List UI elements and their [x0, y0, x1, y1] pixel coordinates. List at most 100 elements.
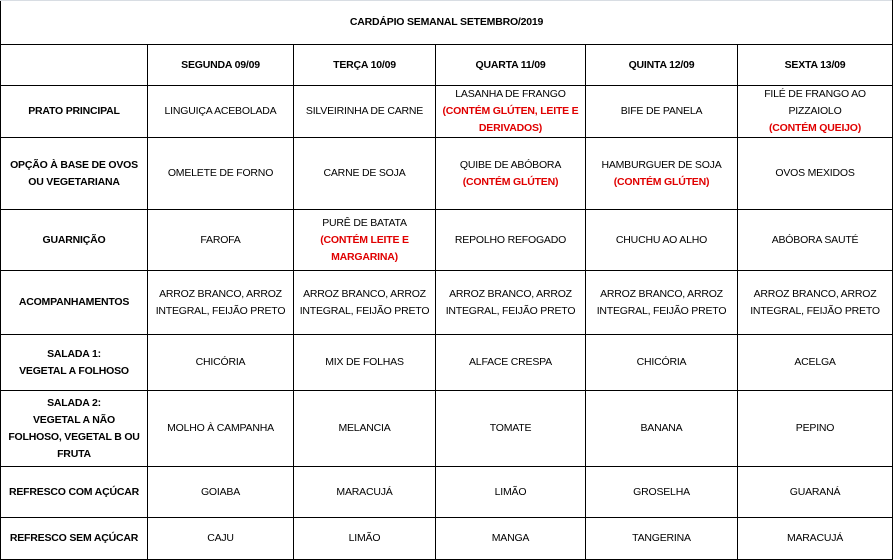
dish-text: GROSELHA — [633, 485, 690, 498]
row-label: SALADA 2: VEGETAL A NÃO FOLHOSO, VEGETAL B… — [0, 390, 148, 467]
row-label-line: VEGETAL A NÃO — [33, 413, 115, 426]
menu-cell: PURÊ DE BATATA (CONTÉM LEITE E MARGARINA) — [293, 209, 436, 271]
row-label-line: SALADA 2: — [47, 396, 101, 409]
menu-cell: GUARANÁ — [736, 466, 893, 518]
dish-text: LIMÃO — [494, 485, 527, 498]
menu-cell: CHICÓRIA — [147, 334, 294, 391]
dish-text: GUARANÁ — [789, 485, 841, 498]
menu-cell: GOIABA — [147, 466, 294, 518]
dish-text: CHUCHU AO ALHO — [615, 233, 708, 246]
dish-text: LIMÃO — [348, 532, 381, 544]
menu-cell: PEPINO — [736, 390, 893, 467]
menu-cell: MANGA — [435, 517, 586, 560]
dish-text: ARROZ BRANCO, ARROZ — [159, 287, 282, 300]
allergen-note: DERIVADOS) — [478, 122, 543, 134]
dish-text: INTEGRAL, FEIJÃO PRETO — [299, 304, 430, 317]
menu-row: ACOMPANHAMENTOS ARROZ BRANCO, ARROZ INTEGR… — [0, 270, 893, 335]
menu-cell: MARACUJÁ — [293, 466, 436, 518]
day-header-row: SEGUNDA 09/09 TERÇA 10/09 QUARTA 11/09 QUIN… — [0, 44, 893, 86]
dish-text: MELANCIA — [338, 422, 391, 434]
day-header: SEXTA 13/09 — [736, 44, 893, 86]
menu-cell: ARROZ BRANCO, ARROZ INTEGRAL, FEIJÃO PRET… — [435, 270, 586, 335]
menu-cell: ARROZ BRANCO, ARROZ INTEGRAL, FEIJÃO PRET… — [293, 270, 436, 335]
dish-text: LINGUIÇA ACEBOLADA — [164, 105, 277, 117]
menu-title: CARDÁPIO SEMANAL SETEMBRO/2019 — [0, 0, 893, 45]
row-label: ACOMPANHAMENTOS — [0, 270, 148, 335]
dish-text: INTEGRAL, FEIJÃO PRETO — [596, 304, 727, 317]
menu-cell: ALFACE CRESPA — [435, 334, 586, 391]
menu-cell: FAROFA — [147, 209, 294, 271]
dish-text: QUIBE DE ABÓBORA — [459, 158, 562, 171]
menu-row: PRATO PRINCIPAL LINGUIÇA ACEBOLADA SILVEIR… — [0, 85, 893, 138]
menu-cell: TOMATE — [435, 390, 586, 467]
menu-cell: CAJU — [147, 517, 294, 560]
menu-cell: OMELETE DE FORNO — [147, 137, 294, 210]
menu-cell: CHICÓRIA — [585, 334, 738, 391]
allergen-note: (CONTÉM GLÚTEN) — [462, 175, 559, 188]
menu-cell: HAMBURGUER DE SOJA (CONTÉM GLÚTEN) — [585, 137, 738, 210]
dish-text: INTEGRAL, FEIJÃO PRETO — [155, 304, 286, 317]
allergen-note: (CONTÉM LEITE E — [320, 233, 409, 246]
dish-text: ABÓBORA SAUTÉ — [771, 233, 859, 246]
dish-text: CHICÓRIA — [195, 356, 246, 368]
dish-text: ACELGA — [794, 356, 836, 368]
menu-cell: LIMÃO — [435, 466, 586, 518]
menu-cell: CHUCHU AO ALHO — [585, 209, 738, 271]
menu-cell: GROSELHA — [585, 466, 738, 518]
dish-text: BANANA — [640, 422, 683, 434]
menu-cell: BIFE DE PANELA — [585, 85, 738, 138]
menu-cell: LINGUIÇA ACEBOLADA — [147, 85, 294, 138]
dish-text: MIX DE FOLHAS — [325, 356, 404, 368]
menu-cell: OVOS MEXIDOS — [736, 137, 893, 210]
dish-text: ALFACE CRESPA — [469, 356, 552, 368]
dish-text: MANGA — [491, 532, 530, 544]
row-label-line: PRATO PRINCIPAL — [28, 105, 120, 117]
menu-cell: REPOLHO REFOGADO — [435, 209, 586, 271]
allergen-note: (CONTÉM GLÚTEN) — [613, 175, 710, 188]
row-label-line: REFRESCO SEM AÇÚCAR — [9, 532, 139, 544]
menu-cell: FILÉ DE FRANGO AO PIZZAIOLO (CONTÉM QUEIJO… — [736, 85, 893, 138]
dish-text: MARACUJÁ — [336, 485, 393, 498]
menu-row: REFRESCO COM AÇÚCAR GOIABA MARACUJÁ LIMÃO GR… — [0, 466, 893, 518]
row-label-line: FRUTA — [57, 447, 91, 460]
dish-text: FAROFA — [200, 233, 241, 246]
row-label-line: OPÇÃO À BASE DE OVOS — [10, 158, 138, 171]
day-header: QUARTA 11/09 — [435, 44, 586, 86]
dish-text: CARNE DE SOJA — [323, 167, 406, 179]
menu-cell: CARNE DE SOJA — [293, 137, 436, 210]
dish-text: ARROZ BRANCO, ARROZ — [753, 287, 877, 300]
dish-text: BIFE DE PANELA — [620, 105, 703, 117]
dish-text: HAMBURGUER DE SOJA — [601, 158, 722, 171]
dish-text: MARACUJÁ — [786, 532, 844, 544]
dish-text: TANGERINA — [632, 532, 691, 544]
dish-text: PURÊ DE BATATA — [322, 216, 407, 229]
dish-text: CAJU — [207, 532, 234, 544]
menu-cell: ACELGA — [736, 334, 893, 391]
menu-cell: TANGERINA — [585, 517, 738, 560]
row-label: REFRESCO SEM AÇÚCAR — [0, 517, 148, 560]
menu-cell: ARROZ BRANCO, ARROZ INTEGRAL, FEIJÃO PRET… — [736, 270, 893, 335]
menu-cell: MOLHO À CAMPANHA — [147, 390, 294, 467]
dish-text: GOIABA — [200, 485, 241, 498]
row-label-line: FOLHOSO, VEGETAL B OU — [8, 430, 140, 443]
dish-text: INTEGRAL, FEIJÃO PRETO — [750, 304, 880, 317]
menu-cell: ABÓBORA SAUTÉ — [736, 209, 893, 271]
allergen-note: (CONTÉM GLÚTEN, LEITE E — [442, 105, 579, 117]
dish-text: OVOS MEXIDOS — [775, 167, 855, 179]
day-header: SEGUNDA 09/09 — [147, 44, 294, 86]
dish-text: CHICÓRIA — [636, 356, 687, 368]
menu-cell: SILVEIRINHA DE CARNE — [293, 85, 436, 138]
dish-text: PEPINO — [795, 422, 835, 434]
title-row: CARDÁPIO SEMANAL SETEMBRO/2019 — [0, 0, 893, 45]
menu-row: GUARNIÇÃO FAROFA PURÊ DE BATATA (CONTÉM LEI… — [0, 209, 893, 271]
row-label: GUARNIÇÃO — [0, 209, 148, 271]
row-label-line: GUARNIÇÃO — [42, 233, 106, 246]
row-label: REFRESCO COM AÇÚCAR — [0, 466, 148, 518]
row-label: PRATO PRINCIPAL — [0, 85, 148, 138]
menu-cell: BANANA — [585, 390, 738, 467]
menu-cell: QUIBE DE ABÓBORA (CONTÉM GLÚTEN) — [435, 137, 586, 210]
dish-text: MOLHO À CAMPANHA — [167, 422, 274, 434]
dish-text: ARROZ BRANCO, ARROZ — [303, 287, 426, 300]
dish-text: INTEGRAL, FEIJÃO PRETO — [445, 304, 576, 317]
